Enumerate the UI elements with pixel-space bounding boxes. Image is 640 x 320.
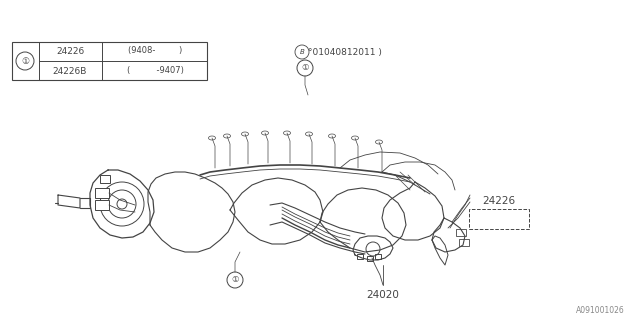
FancyBboxPatch shape [100,175,110,183]
FancyBboxPatch shape [367,256,373,261]
FancyBboxPatch shape [357,254,363,259]
Text: B: B [300,49,305,55]
Text: (9408-         ): (9408- ) [128,46,182,55]
Text: °01040812011 ): °01040812011 ) [308,47,382,57]
Text: ①: ① [301,63,308,73]
FancyBboxPatch shape [456,229,466,236]
Text: 24226: 24226 [483,196,516,206]
FancyBboxPatch shape [95,200,109,210]
FancyBboxPatch shape [459,239,469,246]
FancyBboxPatch shape [469,209,529,229]
FancyBboxPatch shape [375,254,381,259]
Text: A091001026: A091001026 [576,306,625,315]
Text: 24226B: 24226B [53,67,87,76]
Text: (          -9407): ( -9407) [127,67,184,76]
Text: 24020: 24020 [367,290,399,300]
Text: ①: ① [231,276,239,284]
FancyBboxPatch shape [12,42,207,80]
Text: ①: ① [21,57,29,66]
FancyBboxPatch shape [95,188,109,198]
Text: 24226: 24226 [56,46,84,55]
